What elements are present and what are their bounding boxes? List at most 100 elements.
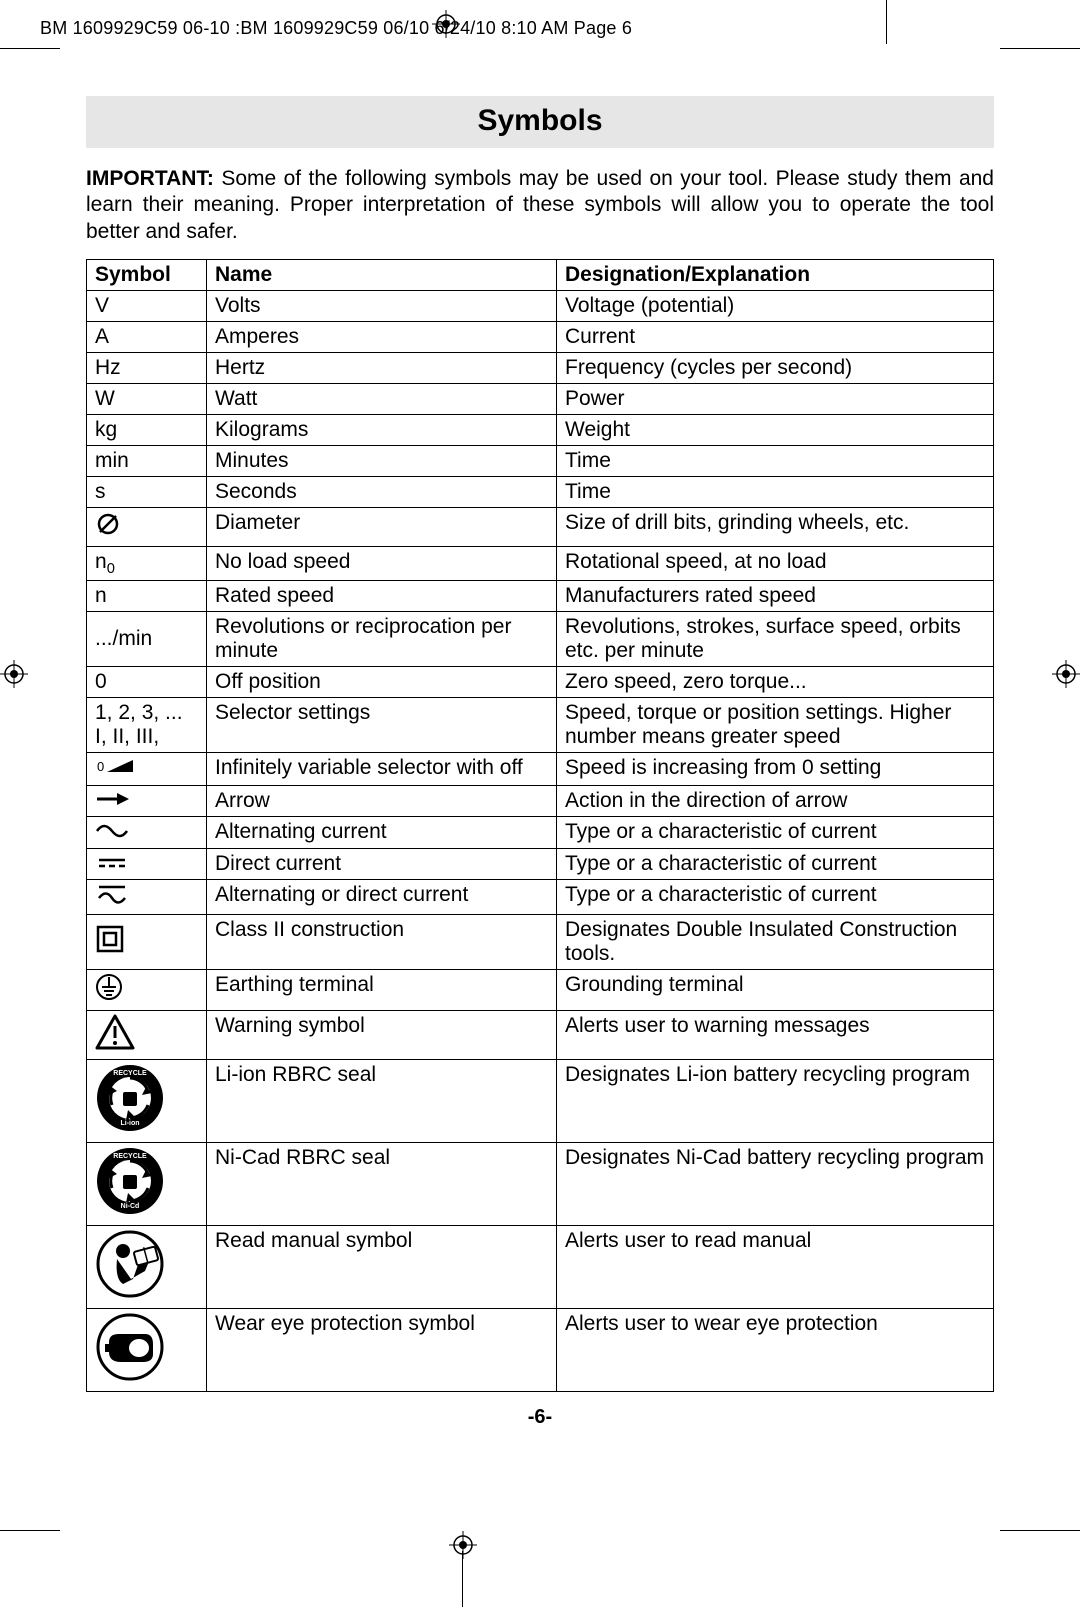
table-row: VVoltsVoltage (potential)	[87, 290, 994, 321]
table-row: DiameterSize of drill bits, grinding whe…	[87, 507, 994, 546]
name-cell: Read manual symbol	[207, 1226, 557, 1309]
acdc-icon	[95, 883, 129, 911]
registration-mark-icon	[449, 1531, 477, 1559]
table-row: n0No load speedRotational speed, at no l…	[87, 546, 994, 580]
symbol-cell: Hz	[87, 352, 207, 383]
table-row: 1, 2, 3, ...I, II, III,Selector settings…	[87, 697, 994, 752]
name-cell: Rated speed	[207, 580, 557, 611]
name-cell: Minutes	[207, 445, 557, 476]
col-header-name: Name	[207, 259, 557, 290]
name-cell: Diameter	[207, 507, 557, 546]
table-row: Earthing terminalGrounding terminal	[87, 970, 994, 1011]
explanation-cell: Current	[557, 321, 994, 352]
explanation-cell: Grounding terminal	[557, 970, 994, 1011]
explanation-cell: Manufacturers rated speed	[557, 580, 994, 611]
class2-icon	[95, 924, 125, 960]
table-row: sSecondsTime	[87, 476, 994, 507]
name-cell: Off position	[207, 666, 557, 697]
explanation-cell: Rotational speed, at no load	[557, 546, 994, 580]
symbol-cell	[87, 817, 207, 848]
table-row: nRated speedManufacturers rated speed	[87, 580, 994, 611]
symbol-cell: kg	[87, 414, 207, 445]
explanation-cell: Weight	[557, 414, 994, 445]
name-cell: Amperes	[207, 321, 557, 352]
svg-text:Ni-Cd: Ni-Cd	[121, 1203, 140, 1210]
crop-mark	[0, 1530, 60, 1531]
crop-mark	[1000, 48, 1080, 49]
explanation-cell: Time	[557, 476, 994, 507]
page-sheet: BM 1609929C59 06-10 :BM 1609929C59 06/10…	[0, 0, 1080, 1607]
name-cell: Seconds	[207, 476, 557, 507]
crop-mark	[462, 1551, 463, 1607]
symbol-cell	[87, 1226, 207, 1309]
table-row: Read manual symbolAlerts user to read ma…	[87, 1226, 994, 1309]
name-cell: Class II construction	[207, 915, 557, 970]
table-row: Class II constructionDesignates Double I…	[87, 915, 994, 970]
symbol-cell	[87, 970, 207, 1011]
svg-text:Li-ion: Li-ion	[120, 1120, 139, 1127]
table-row: AAmperesCurrent	[87, 321, 994, 352]
name-cell: No load speed	[207, 546, 557, 580]
name-cell: Volts	[207, 290, 557, 321]
table-row: Alternating currentType or a characteris…	[87, 817, 994, 848]
explanation-cell: Designates Ni-Cad battery recycling prog…	[557, 1143, 994, 1226]
explanation-cell: Voltage (potential)	[557, 290, 994, 321]
table-row: Alternating or direct currentType or a c…	[87, 880, 994, 915]
table-row: Ni-CdRECYCLENi-Cad RBRC sealDesignates N…	[87, 1143, 994, 1226]
svg-text:RECYCLE: RECYCLE	[113, 1153, 147, 1160]
name-cell: Li-ion RBRC seal	[207, 1060, 557, 1143]
intro-paragraph: IMPORTANT: Some of the following symbols…	[86, 166, 994, 245]
earth-icon	[95, 973, 123, 1007]
explanation-cell: Alerts user to wear eye protection	[557, 1309, 994, 1392]
symbol-cell	[87, 848, 207, 879]
symbol-cell	[87, 1011, 207, 1060]
rbrc-nicd-icon: Ni-Cd RECYCLE	[95, 1146, 165, 1222]
section-title: Symbols	[86, 96, 994, 148]
explanation-cell: Type or a characteristic of current	[557, 848, 994, 879]
crop-mark	[0, 48, 60, 49]
name-cell: Alternating or direct current	[207, 880, 557, 915]
col-header-explanation: Designation/Explanation	[557, 259, 994, 290]
crop-mark	[886, 0, 887, 44]
symbol-cell: Li-ion RECYCLE	[87, 1060, 207, 1143]
name-cell: Revolutions or reciprocation per minute	[207, 611, 557, 666]
table-row: .../minRevolutions or reciprocation per …	[87, 611, 994, 666]
table-row: Li-ion RECYCLE Li-ion RBRC sealDesignates …	[87, 1060, 994, 1143]
table-header-row: Symbol Name Designation/Explanation	[87, 259, 994, 290]
symbol-cell: 0	[87, 752, 207, 785]
name-cell: Arrow	[207, 785, 557, 816]
name-cell: Alternating current	[207, 817, 557, 848]
table-row: Wear eye protection symbolAlerts user to…	[87, 1309, 994, 1392]
explanation-cell: Revolutions, strokes, surface speed, orb…	[557, 611, 994, 666]
svg-text:0: 0	[97, 759, 104, 774]
symbol-cell: min	[87, 445, 207, 476]
symbol-cell: Ni-Cd RECYCLE	[87, 1143, 207, 1226]
name-cell: Selector settings	[207, 697, 557, 752]
content-area: Symbols IMPORTANT: Some of the following…	[86, 96, 994, 1429]
print-header: BM 1609929C59 06-10 :BM 1609929C59 06/10…	[40, 18, 632, 39]
name-cell: Wear eye protection symbol	[207, 1309, 557, 1392]
crop-mark	[1000, 1530, 1080, 1531]
explanation-cell: Frequency (cycles per second)	[557, 352, 994, 383]
name-cell: Earthing terminal	[207, 970, 557, 1011]
ac-icon	[95, 821, 129, 845]
explanation-cell: Size of drill bits, grinding wheels, etc…	[557, 507, 994, 546]
table-row: HzHertzFrequency (cycles per second)	[87, 352, 994, 383]
explanation-cell: Designates Li-ion battery recycling prog…	[557, 1060, 994, 1143]
table-row: kgKilogramsWeight	[87, 414, 994, 445]
ramp-icon: 0	[95, 756, 135, 782]
table-row: WWattPower	[87, 383, 994, 414]
name-cell: Warning symbol	[207, 1011, 557, 1060]
explanation-cell: Speed, torque or position settings. High…	[557, 697, 994, 752]
rbrc-liion-icon: Li-ion RECYCLE	[95, 1063, 165, 1139]
symbol-cell	[87, 785, 207, 816]
explanation-cell: Action in the direction of arrow	[557, 785, 994, 816]
symbol-cell: A	[87, 321, 207, 352]
name-cell: Direct current	[207, 848, 557, 879]
svg-text:RECYCLE: RECYCLE	[113, 1070, 147, 1077]
explanation-cell: Power	[557, 383, 994, 414]
col-header-symbol: Symbol	[87, 259, 207, 290]
registration-mark-icon	[1052, 660, 1080, 688]
table-row: Direct currentType or a characteristic o…	[87, 848, 994, 879]
symbol-cell: 0	[87, 666, 207, 697]
